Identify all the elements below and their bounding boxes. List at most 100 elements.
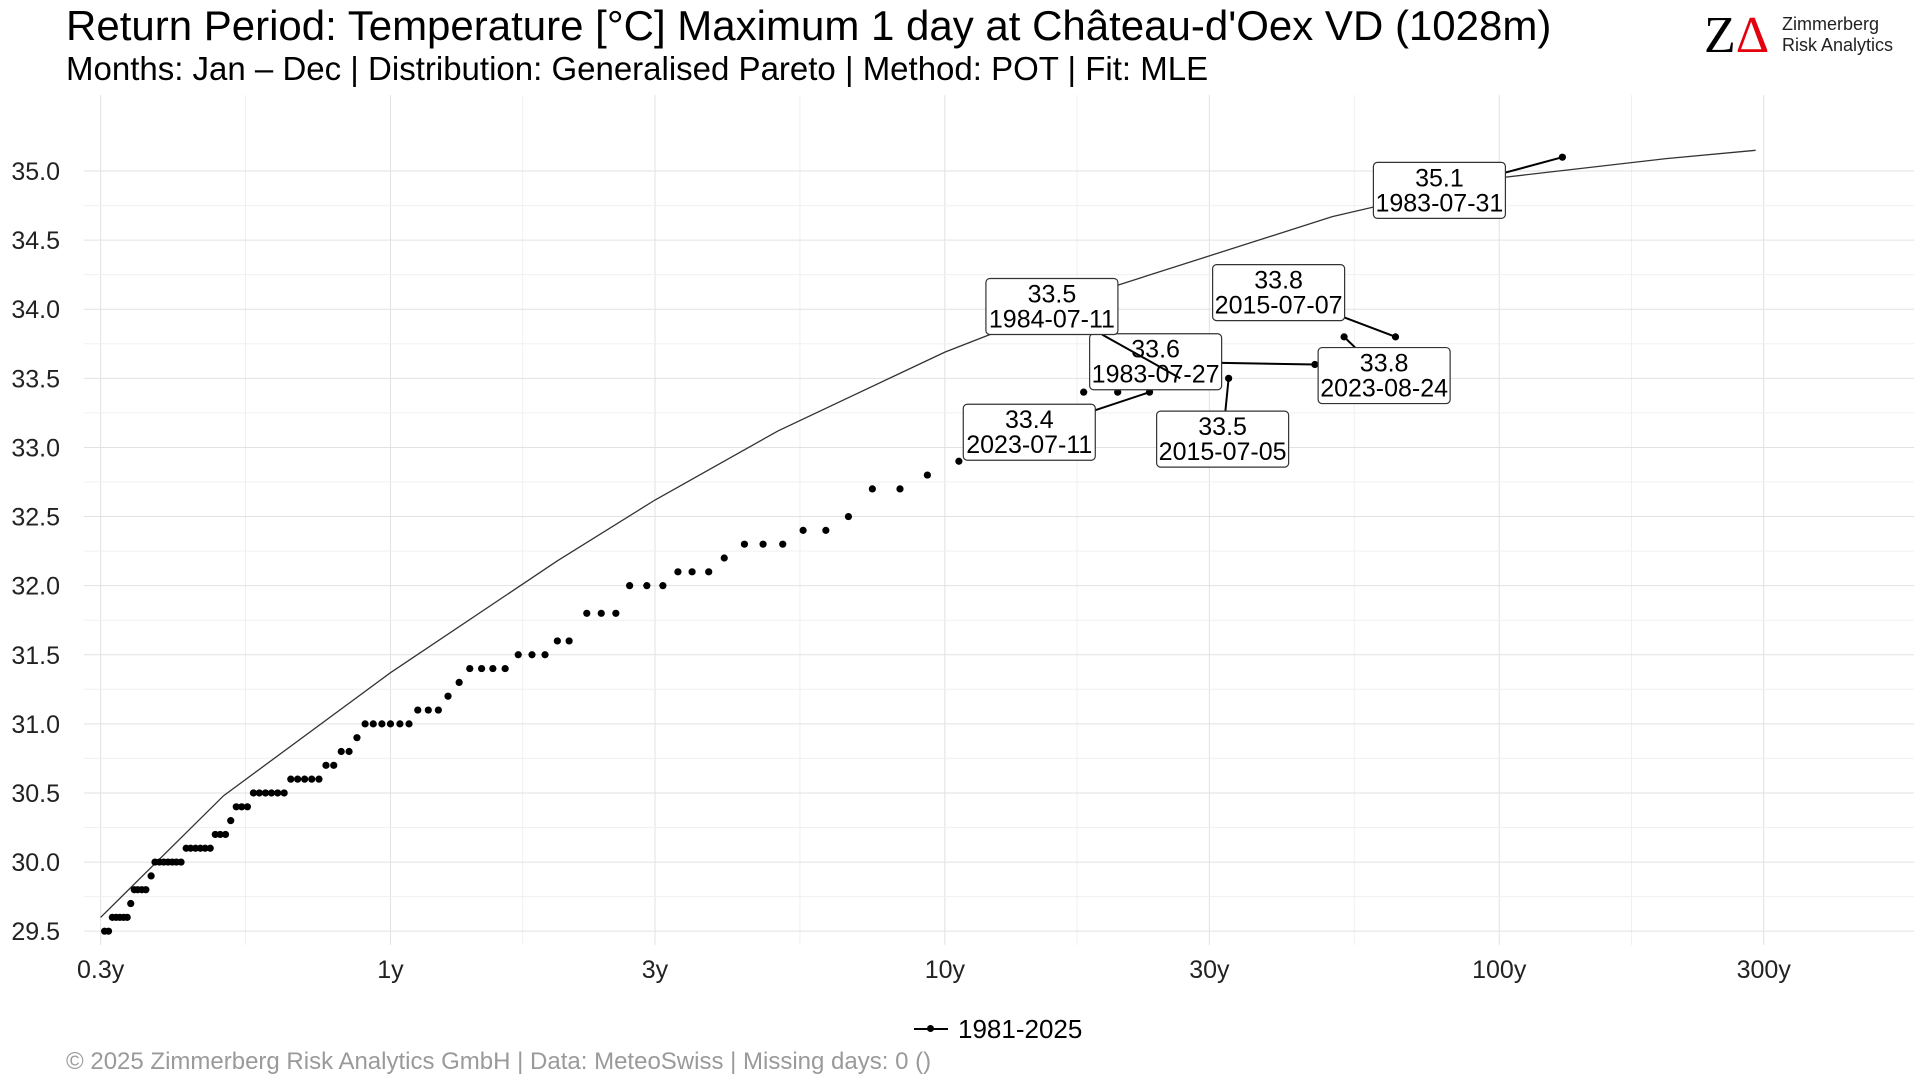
data-point: [612, 609, 620, 617]
data-point: [720, 554, 728, 562]
data-point: [1080, 388, 1088, 396]
annotation-labels-layer: 35.11983-07-3133.82015-07-0733.82023-08-…: [962, 156, 1563, 468]
data-point: [142, 886, 150, 894]
data-point: [955, 457, 963, 465]
annotation-box: [1156, 410, 1290, 468]
annotation-leader: [1224, 378, 1230, 412]
data-point: [330, 761, 338, 769]
data-point: [896, 485, 904, 493]
data-point: [301, 775, 309, 783]
data-point: [322, 761, 330, 769]
data-point: [405, 720, 413, 728]
annotation-box: [985, 277, 1119, 336]
annotation-date: 2023-08-24: [1320, 375, 1448, 403]
data-point: [206, 844, 214, 852]
y-tick-label: 30.0: [11, 849, 60, 877]
fit-curve-layer: [100, 149, 1756, 918]
data-point: [489, 664, 497, 673]
data-point: [444, 692, 452, 700]
data-point: [221, 830, 230, 839]
data-point: [123, 913, 131, 921]
annotation-box: [962, 403, 1096, 461]
data-point: [378, 720, 386, 728]
data-point: [528, 651, 536, 659]
data-point: [274, 789, 282, 797]
data-point: [353, 734, 361, 742]
data-point: [127, 899, 135, 908]
annotation-date: 1984-07-11: [989, 305, 1115, 333]
data-point: [280, 789, 288, 797]
x-tick-label: 100y: [1472, 956, 1527, 984]
data-point: [477, 664, 486, 673]
data-point: [201, 844, 209, 852]
annotation-leader: [1094, 391, 1150, 412]
data-points-layer: [100, 153, 1566, 935]
y-tick-label: 32.5: [11, 504, 60, 532]
x-tick-label: 10y: [925, 956, 966, 984]
annotation-value: 33.8: [1360, 350, 1409, 378]
data-point: [1114, 388, 1122, 396]
data-point: [688, 568, 696, 576]
annotation-leader: [1101, 333, 1181, 380]
data-point: [583, 609, 591, 617]
annotation-box: [1317, 346, 1451, 405]
data-point: [643, 582, 651, 590]
data-point: [844, 512, 853, 521]
y-tick-label: 34.0: [11, 296, 60, 324]
data-point: [104, 927, 113, 935]
annotation-date: 2015-07-05: [1159, 438, 1287, 466]
logo-line-2: Risk Analytics: [1782, 35, 1894, 55]
data-point: [232, 803, 240, 811]
data-point: [424, 706, 432, 714]
y-tick-label: 35.0: [11, 158, 60, 186]
y-tick-label: 30.5: [11, 780, 60, 808]
data-point: [238, 803, 246, 811]
data-point: [705, 568, 713, 576]
data-point: [386, 720, 395, 728]
data-point: [227, 817, 235, 825]
data-point: [501, 664, 509, 673]
data-point: [396, 720, 404, 728]
annotation-value: 33.6: [1131, 336, 1180, 364]
data-point: [187, 844, 195, 852]
data-point: [659, 582, 667, 590]
chart-title: Return Period: Temperature [°C] Maximum …: [66, 2, 1552, 49]
annotation-leader: [1344, 316, 1396, 338]
y-tick-label: 33.5: [11, 365, 60, 393]
data-point: [740, 540, 749, 548]
annotation-value: 33.4: [1005, 406, 1054, 434]
annotation-value: 33.5: [1028, 280, 1077, 308]
x-tick-label: 30y: [1189, 956, 1230, 984]
data-point: [308, 775, 316, 783]
data-point: [315, 775, 323, 783]
data-point: [674, 568, 682, 576]
data-point: [287, 775, 295, 783]
annotation-box: [1089, 333, 1223, 391]
data-point: [267, 789, 276, 797]
data-point: [541, 651, 549, 659]
data-point: [434, 706, 442, 714]
legend-label: 1981-2025: [958, 1013, 1083, 1044]
annotation-box: [1212, 264, 1346, 322]
annotation-value: 35.1: [1415, 164, 1464, 192]
logo: ZΔ Zimmerberg Risk Analytics: [1704, 10, 1904, 62]
annotation-leader: [1343, 336, 1356, 349]
data-point: [868, 485, 876, 493]
annotation-box: [1372, 161, 1507, 219]
x-tick-label: 0.3y: [77, 956, 125, 984]
x-tick-label: 3y: [642, 956, 669, 984]
annotation-value: 33.5: [1198, 413, 1247, 441]
x-tick-label: 1y: [377, 956, 404, 984]
data-point: [249, 789, 258, 797]
data-point: [565, 637, 573, 645]
data-point: [759, 540, 767, 548]
data-point: [361, 720, 369, 728]
data-point: [466, 664, 474, 673]
legend-key: [910, 1014, 952, 1044]
data-point: [211, 830, 219, 839]
logo-z: Z: [1704, 7, 1736, 64]
y-tick-label: 31.0: [11, 711, 60, 739]
footer-credit: © 2025 Zimmerberg Risk Analytics GmbH | …: [66, 1048, 932, 1075]
annotation-leader: [1505, 156, 1563, 174]
